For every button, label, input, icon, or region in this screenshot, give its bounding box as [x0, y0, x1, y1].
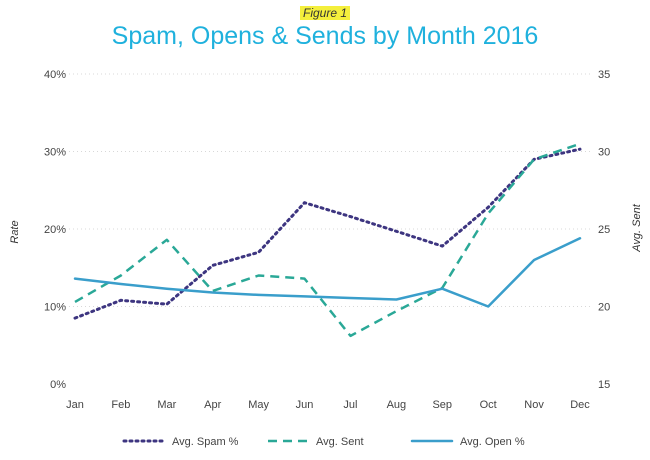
x-axis-ticks: Jan Feb Mar Apr May Jun Jul Aug Sep Oct Nov Dec — [66, 399, 590, 411]
x-tick-label: Sep — [432, 399, 452, 411]
right-tick-label: 35 — [598, 69, 610, 81]
right-tick-label: 25 — [598, 224, 610, 236]
x-tick-label: Mar — [157, 399, 176, 411]
left-axis-ticks: 0% 10% 20% 30% 40% — [44, 69, 66, 391]
right-tick-label: 15 — [598, 379, 610, 391]
left-axis-title: Rate — [9, 220, 21, 243]
gridlines — [65, 73, 590, 307]
right-tick-label: 30 — [598, 147, 610, 159]
legend-label: Avg. Sent — [316, 436, 364, 448]
x-tick-label: May — [248, 399, 269, 411]
x-tick-label: Nov — [524, 399, 544, 411]
legend-label: Avg. Open % — [460, 436, 525, 448]
x-tick-label: Jun — [296, 399, 314, 411]
x-tick-label: Jan — [66, 399, 84, 411]
legend: Avg. Spam % Avg. Sent Avg. Open % — [122, 436, 525, 448]
right-tick-label: 20 — [598, 302, 610, 314]
x-tick-label: Aug — [387, 399, 407, 411]
x-tick-label: Oct — [480, 399, 497, 411]
right-axis-ticks: 15 20 25 30 35 — [598, 69, 610, 391]
x-tick-label: Dec — [570, 399, 590, 411]
left-tick-label: 20% — [44, 224, 66, 236]
chart-title: Spam, Opens & Sends by Month 2016 — [111, 22, 539, 50]
series-line-spam — [73, 147, 582, 320]
right-axis-title: Avg. Sent — [631, 203, 643, 252]
left-tick-label: 40% — [44, 69, 66, 81]
legend-label: Avg. Spam % — [172, 436, 239, 448]
x-tick-label: Feb — [111, 399, 130, 411]
left-tick-label: 30% — [44, 147, 66, 159]
figure-label: Figure 1 — [0, 4, 650, 22]
x-tick-label: Jul — [343, 399, 357, 411]
series-line-open — [73, 237, 582, 308]
left-tick-label: 10% — [44, 302, 66, 314]
figure-label-text: Figure 1 — [299, 6, 351, 20]
series-lines — [73, 142, 582, 338]
x-tick-label: Apr — [204, 399, 221, 411]
series-line-sent — [74, 142, 581, 338]
left-tick-label: 0% — [50, 379, 66, 391]
